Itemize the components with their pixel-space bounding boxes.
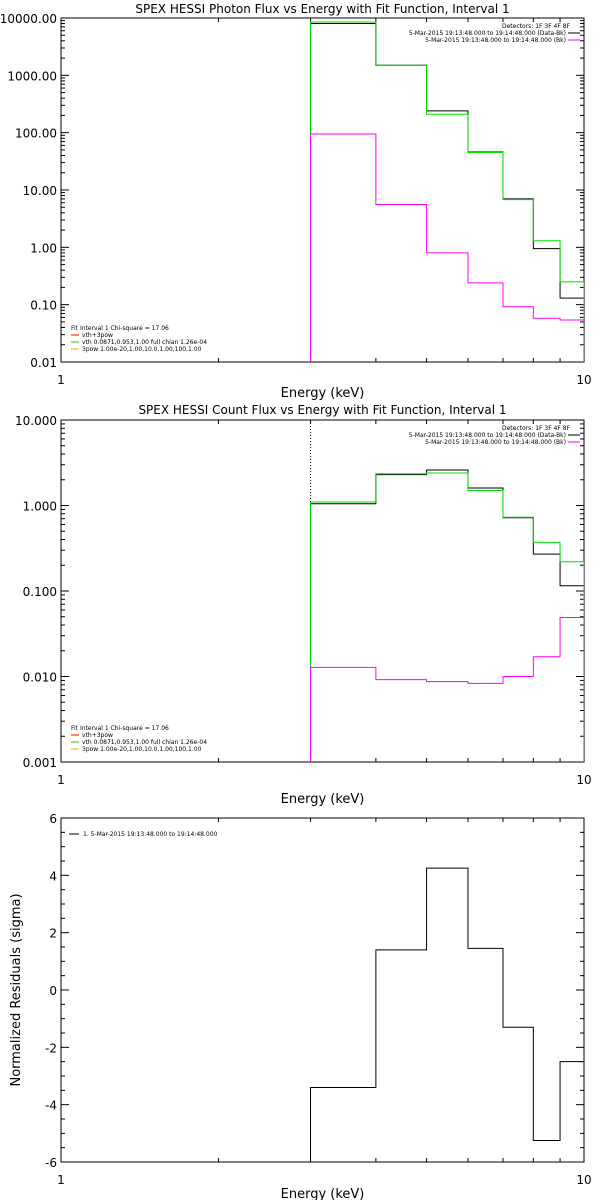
x-axis-label-3: Energy (keV) <box>281 1187 365 1200</box>
fit-legend-entry-2-0: vth+3pow <box>82 732 113 739</box>
y-tick-label-2-4: 10.000 <box>15 414 57 428</box>
chart-title-1: SPEX HESSI Photon Flux vs Energy with Fi… <box>135 2 509 16</box>
y-tick-label-1-2: 1.00 <box>30 241 57 255</box>
series-group-2 <box>310 420 584 762</box>
y-tick-label-1-1: 0.10 <box>30 299 57 313</box>
legend-detectors-1: Detectors: 1F 3F 4F 8F <box>502 23 571 30</box>
legend-entry-1-0: 5-Mar-2015 19:13:48.000 to 19:14:48.000 … <box>409 30 566 37</box>
y-tick-label-3-4: 2 <box>49 927 57 941</box>
plot-frame-2 <box>60 419 585 763</box>
series-line-2-2 <box>310 472 584 762</box>
y-tick-label-3-5: 4 <box>49 869 57 883</box>
y-tick-label-1-3: 10.00 <box>23 184 57 198</box>
series-line-1-2 <box>310 21 584 362</box>
fit-legend-entry-2-2: 3pow 1.00e-20,1.00,10.0,1.00,100,1.00 <box>82 746 202 753</box>
y-tick-label-1-4: 100.00 <box>15 127 57 141</box>
series-group-3 <box>310 867 584 1162</box>
x-tick-label-2-1: 10 <box>576 773 591 787</box>
y-tick-label-2-1: 0.010 <box>23 671 57 685</box>
y-tick-label-3-0: -6 <box>45 1156 57 1170</box>
x-tick-label-3-0: 1 <box>57 1173 65 1187</box>
x-axis-label-1: Energy (keV) <box>281 386 365 401</box>
series-line-2-3 <box>310 616 584 762</box>
y-tick-label-3-3: 0 <box>49 984 57 998</box>
y-tick-label-3-1: -4 <box>45 1099 57 1113</box>
legend-entry-2-1: 5-Mar-2015 19:13:48.000 to 19:14:48.000 … <box>425 439 566 446</box>
legend-fit-header-1: Fit Interval 1 Chi-square = 17.06 <box>71 325 169 332</box>
legend-entry-1-1: 5-Mar-2015 19:13:48.000 to 19:14:48.000 … <box>425 37 566 44</box>
series-line-3-1 <box>310 867 584 1162</box>
fit-legend-entry-1-2: 3pow 1.00e-20,1.00,10.0,1.00,100,1.00 <box>82 346 202 353</box>
y-axis-label-3: Normalized Residuals (sigma) <box>9 893 24 1086</box>
x-tick-label-3-1: 10 <box>576 1173 591 1187</box>
residual-legend-entry-0: 1. 5-Mar-2015 19:13:48.000 to 19:14:48.0… <box>83 831 218 838</box>
x-axis-label-2: Energy (keV) <box>281 792 365 807</box>
x-tick-label-2-0: 1 <box>57 773 65 787</box>
legend-detectors-2: Detectors: 1F 3F 4F 8F <box>502 425 571 432</box>
x-tick-label-1-0: 1 <box>57 373 65 387</box>
plot-frame-3 <box>60 817 585 1163</box>
series-line-1-1 <box>310 23 584 362</box>
series-line-1-3 <box>310 133 584 362</box>
legend-fit-header-2: Fit Interval 1 Chi-square = 17.06 <box>71 725 169 732</box>
y-tick-label-2-2: 0.100 <box>23 585 57 599</box>
fit-legend-entry-1-0: vth+3pow <box>82 332 113 339</box>
fit-legend-entry-2-1: vth 0.0871,0.953,1.00 full chian 1.26e-0… <box>82 739 207 746</box>
legend-entry-2-0: 5-Mar-2015 19:13:48.000 to 19:14:48.000 … <box>409 432 566 439</box>
y-tick-label-2-3: 1.000 <box>23 500 57 514</box>
fit-legend-entry-1-1: vth 0.0871,0.953,1.00 full chian 1.26e-0… <box>82 339 207 346</box>
plot-frame-1 <box>60 17 585 363</box>
series-group-1 <box>310 18 584 362</box>
y-tick-label-2-0: 0.001 <box>23 756 57 770</box>
y-tick-label-1-0: 0.01 <box>30 356 57 370</box>
series-line-2-1 <box>310 469 584 762</box>
y-tick-label-1-6: 10000.00 <box>0 12 57 26</box>
y-tick-label-1-5: 1000.00 <box>7 69 57 83</box>
x-tick-label-1-1: 10 <box>576 373 591 387</box>
y-tick-label-3-2: -2 <box>45 1041 57 1055</box>
chart-title-2: SPEX HESSI Count Flux vs Energy with Fit… <box>138 403 506 417</box>
y-tick-label-3-6: 6 <box>49 812 57 826</box>
